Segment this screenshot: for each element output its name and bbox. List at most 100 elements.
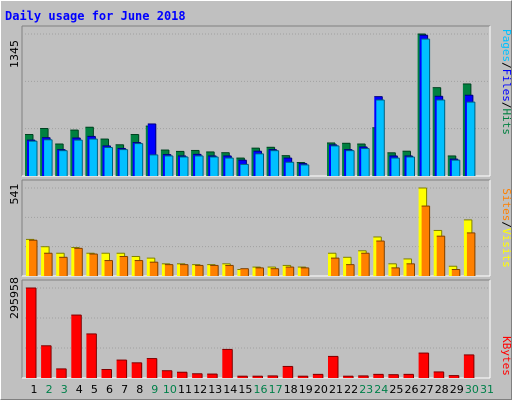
day-label: 5 (91, 383, 98, 396)
sites-bar (270, 268, 280, 276)
kbytes-bar-fill (328, 356, 338, 378)
sites-bar-fill (74, 248, 83, 276)
kbytes-bar (297, 375, 309, 378)
pages-bar (164, 155, 174, 176)
legend-hits: Hits (500, 109, 512, 136)
day-label: 30 (465, 383, 479, 396)
kbytes-bar (222, 348, 233, 378)
kbytes-bar-fill (207, 374, 218, 378)
pages-bar-fill (195, 155, 204, 176)
pages-bar-fill (255, 153, 264, 176)
legend-pages: Pages (500, 29, 512, 62)
kbytes-bar-fill (222, 349, 233, 378)
day-label: 10 (163, 383, 177, 396)
pages-bar (89, 138, 98, 176)
pages-bar-fill (466, 102, 475, 176)
kbytes-bar (418, 352, 430, 378)
kbytes-bar-fill (282, 366, 293, 378)
sites-bar-fill (29, 240, 37, 276)
pages-bar-fill (44, 139, 53, 176)
day-label: 4 (76, 383, 83, 396)
pages-bar (59, 150, 68, 176)
pages-bar (44, 139, 53, 176)
kbytes-bar (161, 370, 173, 378)
sites-bar (451, 268, 461, 276)
pages-bar-fill (180, 156, 188, 176)
pages-bar-fill (225, 158, 234, 176)
sites-bar (255, 267, 264, 276)
sites-bar (74, 247, 83, 276)
pages-bar (361, 148, 370, 176)
sites-bar-fill (270, 268, 279, 276)
kbytes-bar-fill (192, 373, 203, 378)
kbytes-bar (252, 375, 263, 378)
day-label: 25 (389, 383, 403, 396)
kbytes-bar (71, 314, 82, 378)
pages-bar (406, 156, 415, 176)
pages-bar (255, 153, 264, 176)
kbytes-bar (177, 371, 188, 378)
pages-bar (285, 161, 295, 176)
pages-bar-fill (361, 148, 370, 176)
sites-bar-fill (331, 258, 339, 276)
pages-bar-fill (436, 99, 445, 176)
pages-bar-fill (346, 150, 355, 176)
pages-bar (331, 145, 340, 176)
day-label: 11 (178, 383, 192, 396)
legend-sites: Sites (500, 188, 512, 221)
kbytes-bar (267, 375, 279, 378)
day-label: 18 (284, 383, 298, 396)
pages-bar (300, 164, 310, 176)
sites-bar (346, 264, 355, 276)
pages-bar-fill (59, 150, 68, 176)
pages-bar (270, 150, 280, 176)
pages-bar-fill (270, 150, 279, 176)
day-label: 12 (193, 383, 207, 396)
kbytes-bar-fill (161, 370, 172, 378)
pages-bar (451, 159, 461, 176)
pages-bar (180, 156, 189, 176)
sites-bar (331, 257, 340, 276)
sites-bar (436, 235, 446, 276)
sites-bar-fill (119, 256, 128, 276)
kbytes-bar-fill (26, 288, 36, 378)
pages-bar-fill (89, 139, 98, 176)
sites-bar (44, 252, 53, 276)
sites-bar-fill (104, 260, 113, 276)
sites-bar (59, 256, 68, 276)
kbytes-bar (328, 355, 339, 378)
pages-bar (29, 140, 38, 176)
sites-bar-fill (164, 264, 173, 276)
legend-hits-files-pages: Pages/Files/Hits (500, 29, 512, 135)
kbytes-bar-fill (403, 374, 414, 378)
ymax-label-hits: 1345 (8, 40, 21, 68)
kbytes-bar (192, 373, 203, 378)
day-label: 21 (329, 383, 343, 396)
sites-bar (391, 267, 400, 276)
kbytes-bar-fill (373, 374, 384, 378)
files-bar-fill (147, 123, 156, 176)
kbytes-bar-fill (343, 376, 354, 378)
pages-bar-fill (119, 149, 128, 176)
day-label: 7 (121, 383, 128, 396)
sites-bar (406, 263, 415, 276)
kbytes-bar-fill (237, 376, 248, 378)
pages-bar-fill (376, 99, 385, 176)
legend-visits-sites: Sites/Visits (500, 188, 512, 268)
pages-bar (391, 157, 400, 176)
sites-bar (134, 260, 144, 276)
pages-bar-fill (74, 140, 83, 176)
kbytes-bar-fill (418, 353, 429, 378)
chart-title: Daily usage for June 2018 (5, 9, 186, 23)
kbytes-bar-fill (56, 368, 67, 378)
pages-bar-fill (104, 147, 113, 176)
pages-bar (119, 149, 129, 176)
sites-bar-fill (346, 264, 355, 276)
sites-bar-fill (436, 236, 445, 276)
kbytes-bar-fill (433, 371, 444, 378)
pages-bar-fill (29, 141, 37, 176)
pages-bar (195, 155, 204, 176)
sites-bar (376, 240, 385, 276)
pages-bar (104, 146, 113, 176)
